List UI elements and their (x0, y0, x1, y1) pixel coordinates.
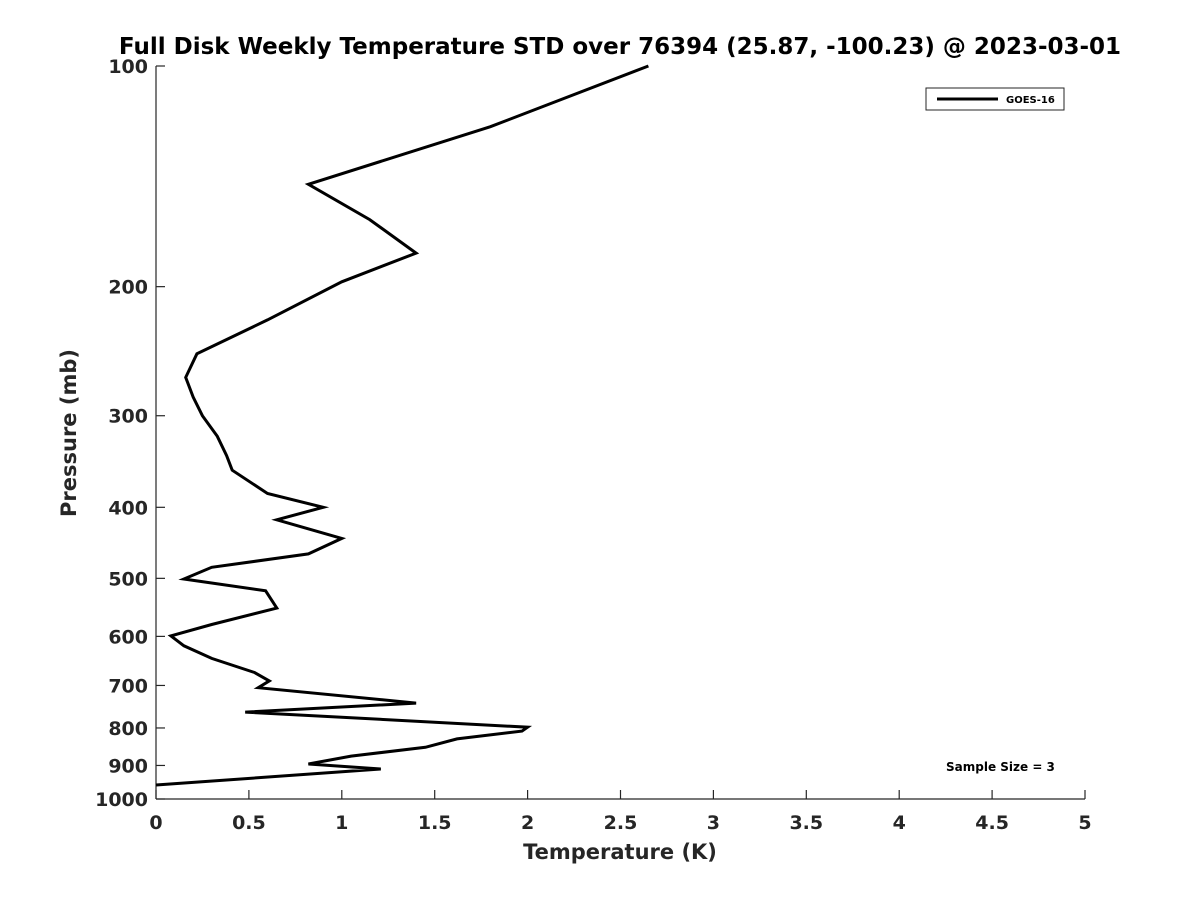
chart-title: Full Disk Weekly Temperature STD over 76… (119, 34, 1121, 60)
x-tick-label: 4 (893, 812, 906, 834)
y-tick-label: 300 (108, 406, 148, 428)
x-tick-label: 1.5 (418, 812, 452, 834)
legend-label-goes-16: GOES-16 (1006, 95, 1055, 106)
y-tick-label: 100 (108, 56, 148, 78)
plot-axes (155, 66, 1085, 800)
y-tick-label: 400 (108, 497, 148, 519)
y-tick-label: 600 (108, 626, 148, 648)
x-axis-ticks: 0 0.5 1 1.5 2 2.5 3 3.5 4 4.5 5 (149, 790, 1092, 834)
x-tick-label: 2.5 (604, 812, 638, 834)
series-layer (155, 64, 649, 787)
x-tick-label: 5 (1078, 812, 1091, 834)
series-line-goes-16 (155, 64, 649, 787)
x-tick-label: 0.5 (232, 812, 266, 834)
y-axis-ticks: 100 200 300 400 500 600 700 800 900 1000 (95, 56, 165, 811)
legend: GOES-16 (925, 87, 1065, 111)
y-axis-label: Pressure (mb) (57, 349, 81, 517)
x-tick-label: 2 (521, 812, 534, 834)
y-tick-label: 700 (108, 675, 148, 697)
x-tick-label: 1 (335, 812, 348, 834)
y-tick-label: 500 (108, 568, 148, 590)
y-tick-label: 200 (108, 277, 148, 299)
y-tick-label: 1000 (95, 789, 148, 811)
x-axis-label: Temperature (K) (523, 840, 717, 864)
x-tick-label: 3.5 (789, 812, 823, 834)
x-tick-label: 3 (707, 812, 720, 834)
sample-size-annotation: Sample Size = 3 (946, 760, 1055, 774)
y-tick-label: 900 (108, 755, 148, 777)
x-tick-label: 0 (149, 812, 162, 834)
y-tick-label: 800 (108, 718, 148, 740)
x-tick-label: 4.5 (975, 812, 1009, 834)
